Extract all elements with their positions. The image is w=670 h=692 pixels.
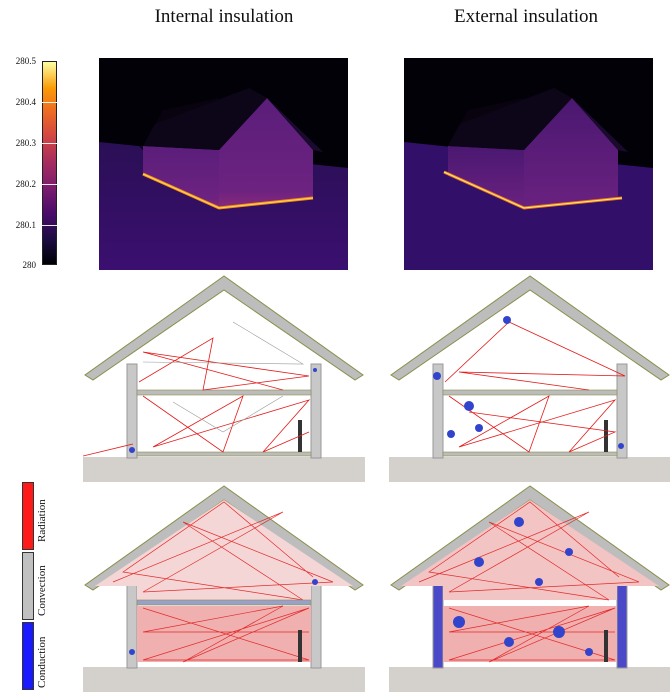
column-title-internal: Internal insulation [154,6,294,27]
legend-label-conduction: Conduction [36,636,48,688]
colorbar-tick-label: 280.4 [15,97,36,107]
legend-label-convection: Convection [36,565,48,616]
colorbar-tick-label: 280.2 [15,179,36,189]
colorbar-tick [42,143,57,144]
thermal-render-internal [99,58,348,270]
cross-section-internal-dense [83,485,365,692]
legend-swatch-conduction [22,622,34,690]
cross-section-external-dense [389,485,670,692]
temperature-colorbar [42,61,57,265]
thermal-render-external [404,58,653,270]
colorbar-tick-label: 280.3 [15,138,36,148]
legend-label-radiation: Radiation [36,499,48,542]
column-title-external: External insulation [453,6,599,27]
colorbar-tick-label: 280.5 [15,56,36,66]
legend-swatch-radiation [22,482,34,550]
cross-section-internal-sparse [83,275,365,482]
legend-swatch-convection [22,552,34,620]
colorbar-tick [42,184,57,185]
colorbar-tick-label: 280.1 [15,220,36,230]
colorbar-tick [42,102,57,103]
colorbar-tick-label: 280 [22,260,37,270]
colorbar-tick [42,225,57,226]
cross-section-external-sparse [389,275,670,482]
